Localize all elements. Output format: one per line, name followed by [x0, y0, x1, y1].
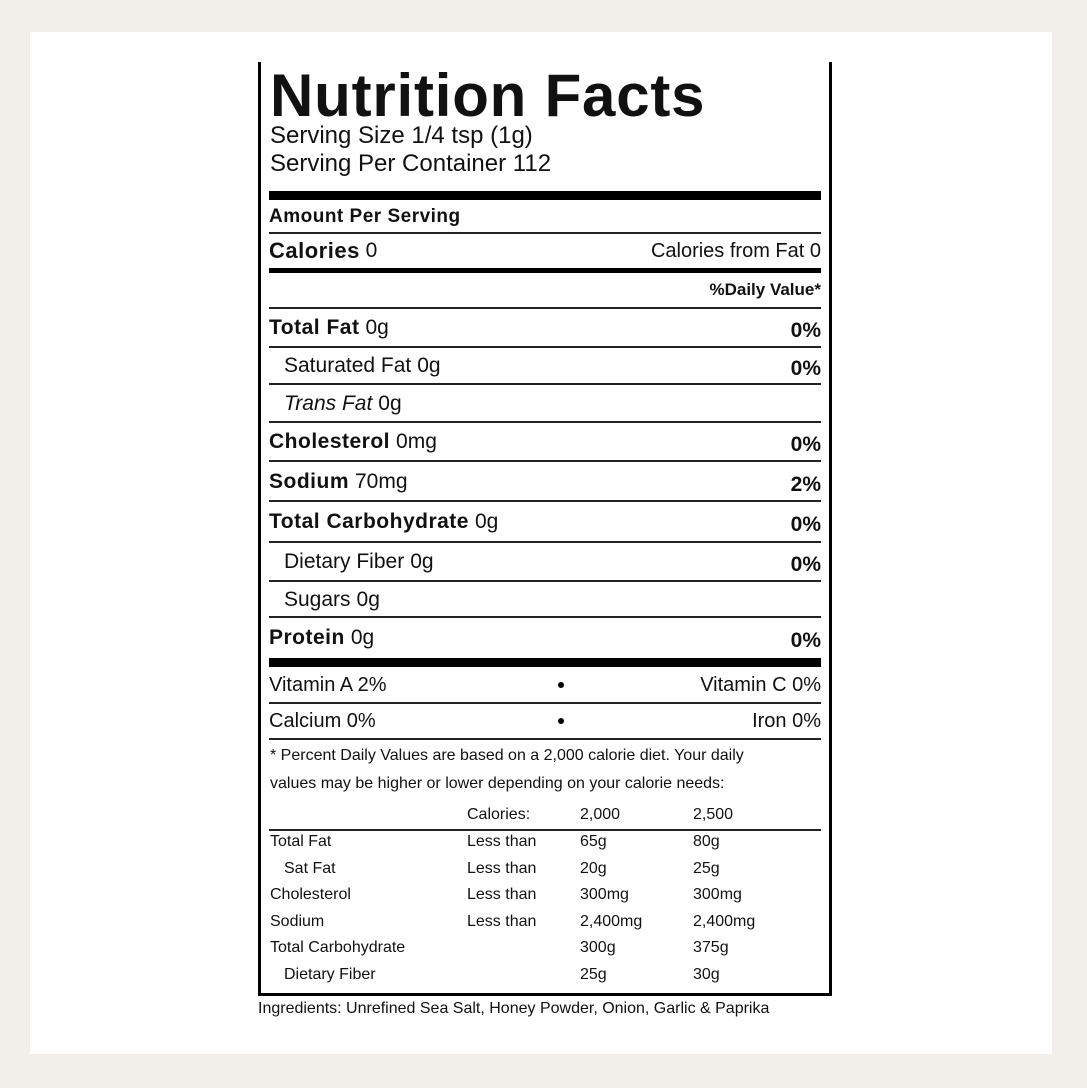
nutrient-row: Trans Fat 0g	[269, 386, 821, 423]
nutrient-amount: 0g	[417, 354, 441, 377]
nutrient-name: Total Fat	[269, 315, 360, 339]
serving-size: Serving Size 1/4 tsp (1g)	[270, 122, 533, 149]
dv-header-row: %Daily Value*	[269, 273, 821, 309]
daily-value-header: %Daily Value*	[709, 280, 821, 299]
amount-per-serving: Amount Per Serving	[269, 206, 461, 227]
ref-value: 20g	[580, 859, 607, 877]
nutrition-label: Nutrition Facts Serving Size 1/4 tsp (1g…	[258, 62, 832, 996]
nutrient-row: Total Fat 0g 0%	[269, 309, 821, 348]
vitamin-row: Calcium 0% Iron 0%	[269, 704, 821, 740]
nutrient-amount: 70mg	[355, 469, 408, 493]
nutrient-row: Sodium 70mg 2%	[269, 463, 821, 502]
nutrient-row: Sugars 0g	[269, 583, 821, 618]
nutrient-row: Cholesterol 0mg 0%	[269, 424, 821, 462]
nutrient-name: Sugars	[284, 587, 351, 611]
nutrient-row: Saturated Fat 0g 0%	[269, 349, 821, 385]
ref-value: 65g	[580, 833, 607, 850]
rule	[269, 191, 821, 200]
nutrient-amount: 0g	[474, 510, 499, 533]
nutrient-amount: 0g	[378, 391, 402, 415]
ref-nutrient: Sat Fat	[284, 859, 336, 877]
daily-value: 0%	[790, 553, 821, 576]
ref-value: 25g	[693, 859, 720, 877]
ref-value: 300g	[580, 939, 616, 956]
card	[30, 32, 1052, 1054]
nutrient-name: Saturated Fat	[284, 354, 412, 377]
ref-qualifier: Less than	[467, 859, 537, 877]
nutrient-amount: 0g	[365, 315, 389, 339]
daily-value: 0%	[790, 433, 821, 456]
ref-value: 375g	[693, 939, 729, 956]
nutrient-name: Sodium	[269, 469, 349, 493]
ref-header: 2,500	[693, 806, 734, 823]
nutrient-amount: 0g	[350, 625, 375, 649]
ref-value: 2,400mg	[580, 912, 643, 930]
nutrient-name: Dietary Fiber	[284, 550, 405, 573]
amount-row: Amount Per Serving	[269, 202, 821, 234]
vitamin: Calcium 0%	[269, 709, 376, 732]
nutrient-row: Protein 0g 0%	[269, 619, 821, 656]
vitamin: Iron 0%	[752, 709, 821, 732]
rule	[269, 268, 821, 273]
daily-value: 0%	[790, 318, 821, 342]
bullet	[558, 682, 564, 688]
rule	[269, 829, 821, 831]
ref-qualifier: Less than	[467, 833, 537, 850]
ref-header: Calories:	[467, 806, 531, 823]
nutrient-row: Total Carbohydrate 0g 0%	[269, 503, 821, 543]
rule	[269, 658, 821, 667]
nutrient-name: Cholesterol	[269, 430, 391, 453]
calories-from-fat: Calories from Fat 0	[650, 239, 821, 262]
ref-value: 25g	[580, 965, 607, 983]
ref-value: 300mg	[693, 886, 742, 903]
ref-nutrient: Total Carbohydrate	[270, 939, 406, 956]
ingredients: Ingredients: Unrefined Sea Salt, Honey P…	[258, 1000, 770, 1017]
daily-value: 0%	[790, 628, 821, 652]
ref-nutrient: Dietary Fiber	[284, 965, 376, 983]
servings-per-container: Serving Per Container 112	[270, 150, 552, 177]
daily-value: 2%	[790, 472, 821, 496]
footnote: * Percent Daily Values are based on a 2,…	[270, 747, 744, 792]
ref-nutrient: Cholesterol	[270, 886, 351, 903]
ref-qualifier: Less than	[467, 886, 537, 903]
nutrient-amount: 0g	[410, 550, 434, 573]
vitamin: Vitamin C 0%	[700, 673, 821, 696]
daily-value: 0%	[790, 357, 821, 380]
bullet	[558, 718, 564, 724]
ref-value: 300mg	[580, 886, 629, 903]
nutrient-row: Dietary Fiber 0g 0%	[269, 544, 821, 582]
calories-row: Calories 0 Calories from Fat 0	[269, 234, 821, 268]
ref-value: 80g	[693, 833, 720, 850]
calories-value: 0	[365, 239, 378, 262]
title: Nutrition Facts	[270, 62, 706, 129]
nutrient-name: Protein	[269, 625, 345, 649]
nutrient-amount: 0g	[356, 587, 380, 611]
daily-value: 0%	[790, 513, 821, 536]
vitamin: Vitamin A 2%	[269, 673, 387, 696]
nutrient-name: Trans Fat	[284, 391, 373, 415]
ref-nutrient: Total Fat	[270, 833, 332, 850]
nutrient-amount: 0mg	[396, 430, 437, 453]
ref-value: 2,400mg	[693, 912, 756, 930]
ref-header: 2,000	[580, 806, 621, 823]
nutrient-name: Total Carbohydrate	[269, 510, 469, 533]
vitamin-row: Vitamin A 2% Vitamin C 0%	[269, 668, 821, 704]
ref-nutrient: Sodium	[270, 912, 325, 930]
calories-label: Calories	[269, 238, 360, 263]
ref-value: 30g	[693, 965, 720, 983]
ref-qualifier: Less than	[467, 912, 537, 930]
